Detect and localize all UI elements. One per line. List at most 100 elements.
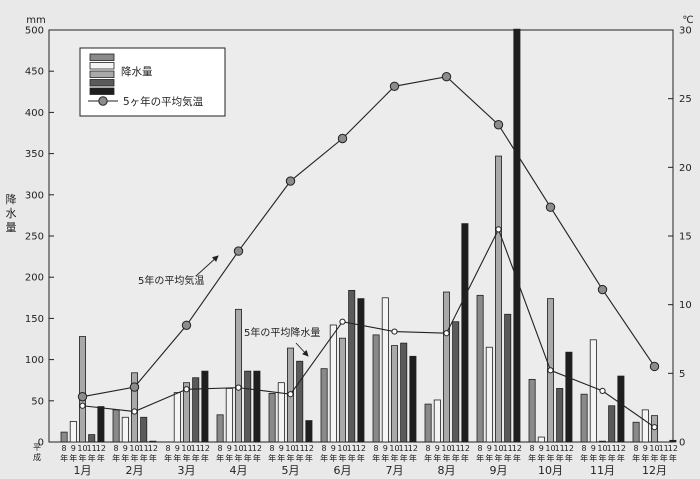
temperature-point: [389, 81, 400, 92]
year-suffix-label: 年: [651, 453, 659, 463]
y-axis-label-char: 水: [6, 207, 17, 220]
bar-11-1: [580, 393, 588, 443]
year-number-label: 8: [114, 444, 119, 453]
year-suffix-label: 年: [547, 453, 555, 463]
year-number-label: 8: [270, 444, 275, 453]
year-number-label: 12: [304, 444, 314, 453]
bar-1-1: [60, 431, 68, 443]
year-number-label: 9: [279, 444, 284, 453]
month-label: 6月: [334, 464, 352, 477]
year-suffix-label: 年: [277, 453, 285, 463]
year-number-label: 11: [191, 444, 201, 453]
temperature-line: [82, 76, 655, 398]
era-label-char: 平: [33, 443, 41, 452]
year-suffix-label: 年: [88, 453, 96, 463]
year-suffix-label: 年: [140, 453, 148, 463]
year-suffix-label: 年: [599, 453, 607, 463]
temperature-point: [233, 246, 244, 256]
year-suffix-label: 年: [339, 453, 347, 463]
bar-4-5: [253, 370, 261, 443]
year-suffix-label: 年: [79, 453, 87, 463]
month-label: 12月: [642, 464, 667, 477]
bar-10-1: [528, 378, 536, 443]
bar-6-1: [320, 368, 328, 443]
year-number-label: 8: [62, 444, 67, 453]
bar-2-4: [140, 416, 148, 443]
y-tick-label-right: 10: [679, 300, 692, 311]
month-label: 7月: [386, 464, 404, 477]
bar-7-1: [372, 334, 380, 443]
y-tick-label-right: 15: [679, 232, 692, 243]
year-number-label: 12: [668, 444, 678, 453]
y-tick-label-left: 350: [25, 149, 44, 160]
bar-4-3: [234, 308, 242, 443]
year-number-label: 10: [649, 444, 659, 453]
y-unit-right: ℃: [682, 15, 693, 26]
year-suffix-label: 年: [556, 453, 564, 463]
bar-11-3: [599, 440, 607, 443]
avg-precipitation-point: [651, 424, 658, 431]
year-number-label: 10: [77, 444, 87, 453]
legend-bar-label: 降水量: [121, 65, 153, 78]
temperature-point: [649, 361, 660, 372]
legend-point-sample: [98, 96, 108, 106]
bar-1-4: [88, 434, 96, 443]
year-suffix-label: 年: [485, 453, 493, 463]
temperature-point: [129, 382, 140, 392]
year-suffix-label: 年: [253, 453, 261, 463]
bar-2-1: [112, 409, 120, 443]
bar-11-5: [617, 375, 625, 443]
bar-9-1: [476, 294, 484, 443]
bar-9-5: [513, 28, 521, 443]
annotation-precipitation-arrow: [295, 342, 309, 357]
y-tick-label-left: 0: [38, 438, 44, 449]
year-suffix-label: 年: [580, 453, 588, 463]
temperature-point: [77, 391, 88, 402]
year-number-label: 8: [530, 444, 535, 453]
y-axis-label-char: 降: [6, 192, 17, 206]
year-number-label: 12: [356, 444, 366, 453]
bar-2-5: [149, 440, 157, 443]
avg-precipitation-point: [79, 402, 86, 409]
legend: 降水量 5ヶ年の平均気温: [79, 47, 226, 117]
year-suffix-label: 年: [400, 453, 408, 463]
avg-precipitation-point: [287, 391, 294, 398]
year-number-label: 10: [337, 444, 347, 453]
bar-7-3: [390, 345, 398, 443]
year-number-label: 12: [408, 444, 418, 453]
year-suffix-label: 年: [244, 453, 252, 463]
bar-9-3: [494, 155, 502, 443]
year-number-label: 11: [607, 444, 617, 453]
year-suffix-label: 年: [372, 453, 380, 463]
bar-6-4: [348, 289, 356, 443]
year-number-label: 9: [227, 444, 232, 453]
year-suffix-label: 年: [513, 453, 521, 463]
year-number-label: 12: [564, 444, 574, 453]
year-number-label: 12: [200, 444, 210, 453]
temperature-point: [545, 202, 556, 212]
year-number-label: 8: [374, 444, 379, 453]
bar-1-2: [69, 420, 77, 443]
year-suffix-label: 年: [183, 453, 191, 463]
y-tick-label-right: 0: [679, 438, 685, 449]
year-suffix-label: 年: [97, 453, 105, 463]
bar-2-3: [130, 372, 138, 443]
avg-precipitation-point: [443, 330, 450, 337]
annotation-temperature-arrow: [195, 255, 219, 277]
temperature-point: [597, 284, 608, 295]
year-number-label: 9: [331, 444, 336, 453]
bar-6-5: [357, 298, 365, 443]
year-number-label: 10: [389, 444, 399, 453]
bar-10-4: [556, 388, 564, 443]
month-label: 8月: [438, 464, 456, 477]
bar-8-3: [442, 291, 450, 443]
avg-precipitation-point: [599, 387, 606, 395]
year-number-label: 9: [383, 444, 388, 453]
year-number-label: 9: [591, 444, 596, 453]
year-suffix-label: 年: [348, 453, 356, 463]
year-number-label: 8: [634, 444, 639, 453]
y-tick-label-right: 25: [679, 94, 692, 105]
era-label-char: 成: [33, 452, 41, 462]
year-number-label: 9: [435, 444, 440, 453]
annotations: 5年の平均気温 5年の平均降水量: [138, 255, 320, 357]
